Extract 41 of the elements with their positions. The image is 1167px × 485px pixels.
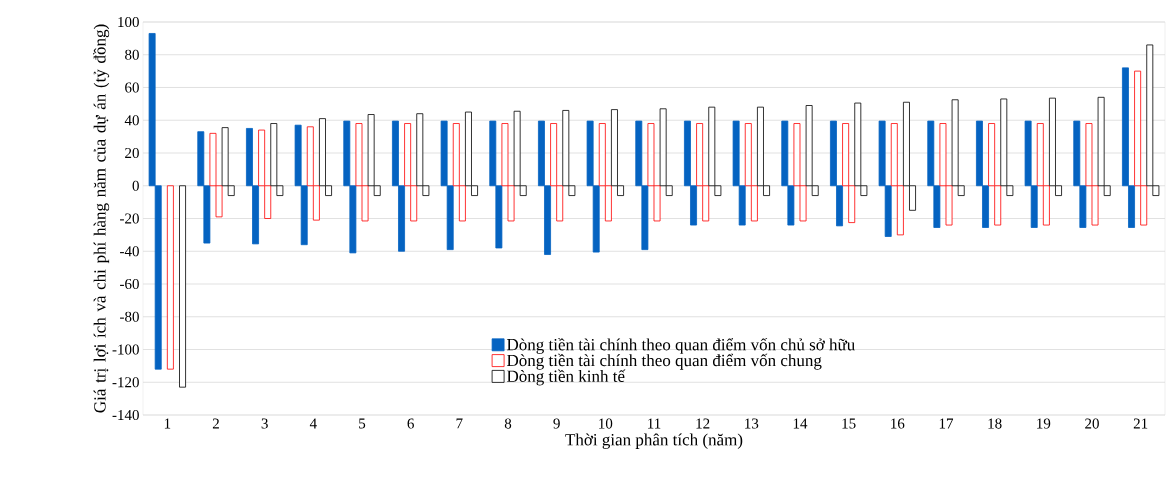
bar [166,185,174,370]
y-tick-label: -100 [112,344,139,355]
x-tick-label: 18 [988,418,1002,429]
x-tick-label: 19 [1037,418,1051,429]
x-tick-label: 8 [504,418,512,429]
x-tick-label: 11 [648,418,661,429]
x-tick-label: 12 [696,418,710,429]
x-axis-title: Thời gian phân tích (năm) [565,433,743,449]
x-tick-label: 15 [842,418,856,429]
x-tick-label: 20 [1085,418,1099,429]
x-tick-label: 2 [212,418,219,429]
y-tick-label: 100 [118,16,139,28]
x-tick-label: 14 [793,418,808,429]
bar [179,185,186,388]
y-tick-label: -60 [120,278,139,290]
x-tick-label: 4 [309,418,317,429]
x-tick-label: 6 [407,418,414,429]
y-axis-title: Giá trị lợi ích và chi phí hàng năm của dự án (tỷ đồng) [93,24,110,413]
y-tick-label: 80 [125,49,139,60]
x-tick-label: 3 [261,418,268,429]
y-tick-label: -40 [120,246,139,257]
legend-label: Dòng tiền tài chính theo quan điểm vốn chủ sở hữu [506,337,855,354]
y-tick-label: 60 [125,82,139,93]
x-tick-label: 9 [553,418,560,429]
x-tick-label: 1 [164,418,171,429]
y-tick-label: 20 [125,147,139,159]
x-tick-label: 17 [939,418,954,429]
x-tick-label: 5 [359,418,366,429]
x-tick-label: 21 [1133,418,1148,429]
y-tick-label: -140 [112,409,139,421]
y-tick-label: 40 [124,115,139,126]
y-tick-label: -80 [120,311,139,322]
y-tick-label: -20 [120,213,139,224]
y-tick-label: -120 [112,377,139,388]
x-tick-label: 16 [891,418,905,429]
legend-label: Dòng tiền kinh tế [506,369,626,386]
legend-label: Dòng tiền tài chính theo quan điểm vốn chung [506,353,822,370]
x-tick-label: 10 [599,418,613,429]
y-tick-label: 0 [132,180,139,191]
x-tick-label: 7 [456,418,463,429]
x-tick-label: 13 [745,418,759,429]
